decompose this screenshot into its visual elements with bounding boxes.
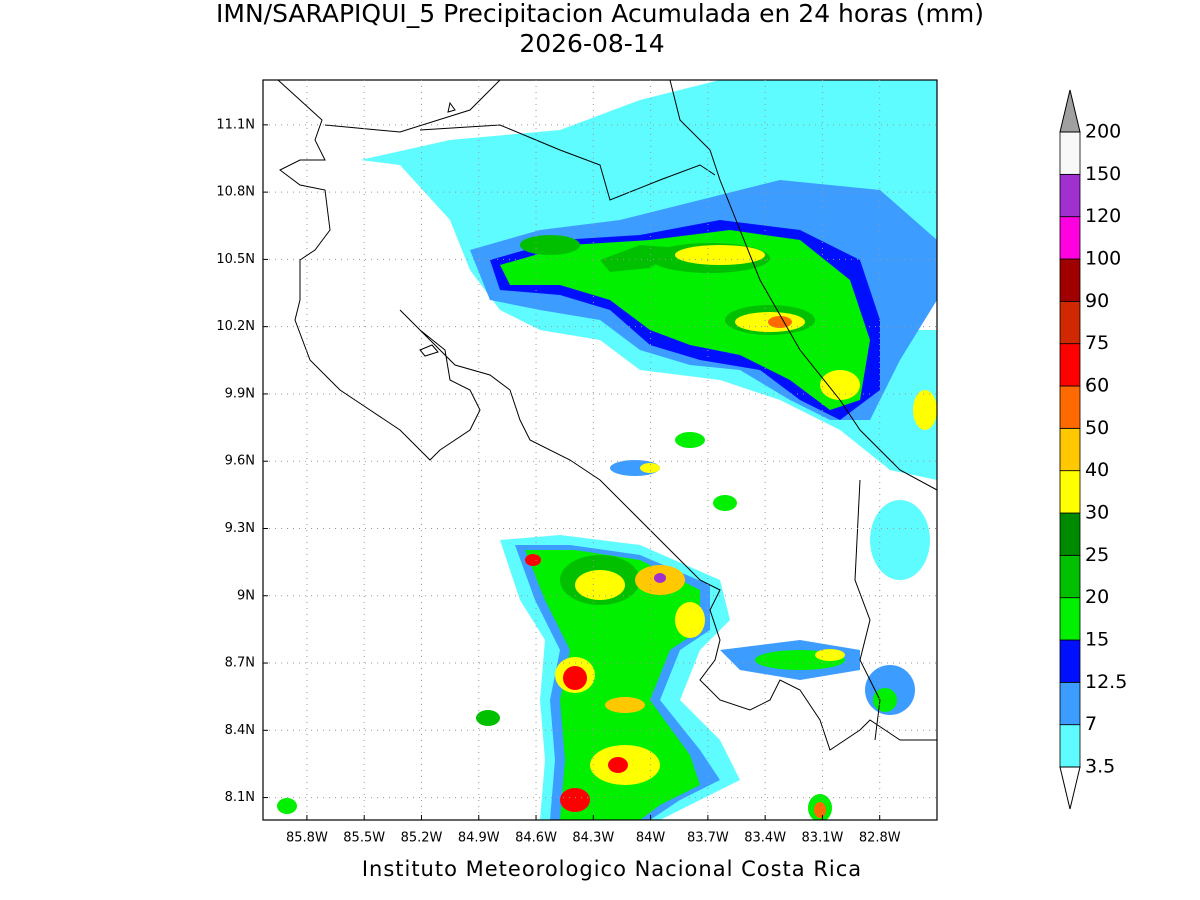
x-tick-label: 85.5W: [343, 831, 385, 846]
y-tick-label: 9.6N: [225, 454, 255, 469]
x-tick-label: 83.1W: [802, 831, 844, 846]
x-tick-label: 82.8W: [859, 831, 901, 846]
y-tick-label: 8.7N: [225, 656, 255, 671]
colorbar-segment: [1059, 300, 1081, 345]
colorbar-segment: [1059, 597, 1081, 641]
colorbar-label: 12.5: [1085, 671, 1127, 693]
colorbar-segment: [1059, 258, 1081, 302]
y-tick-label: 10.5N: [216, 252, 255, 267]
x-tick-label: 84W: [636, 831, 666, 846]
y-tick-label: 8.1N: [225, 790, 255, 805]
x-tick-label: 84.6W: [515, 831, 557, 846]
footer: Instituto Meteorologico Nacional Costa R…: [362, 857, 862, 881]
x-tick-label: 84.3W: [572, 831, 614, 846]
x-tick-label: 85.2W: [401, 831, 443, 846]
colorbar-segment: [1059, 427, 1081, 472]
colorbar-label: 25: [1085, 544, 1109, 566]
y-tick-label: 9N: [237, 588, 255, 603]
x-tick-label: 83.4W: [744, 831, 786, 846]
colorbar-label: 40: [1085, 459, 1109, 481]
colorbar-label: 200: [1085, 121, 1121, 143]
colorbar-under: [1059, 766, 1081, 810]
colorbar-label: 3.5: [1085, 756, 1115, 778]
colorbar-label: 100: [1085, 248, 1121, 270]
colorbar-segment: [1059, 131, 1081, 175]
y-tick-label: 8.4N: [225, 723, 255, 738]
colorbar-label: 75: [1085, 332, 1109, 354]
x-tick-label: 84.9W: [458, 831, 500, 846]
colorbar-segment: [1059, 512, 1081, 556]
colorbar-segment: [1059, 639, 1081, 683]
map-area: [262, 79, 938, 821]
subtitle: 2026-08-14: [519, 29, 664, 58]
x-tick-label: 83.7W: [687, 831, 729, 846]
colorbar-segment: [1059, 385, 1081, 429]
precipitation-field: [277, 80, 937, 820]
colorbar-label: 20: [1085, 586, 1109, 608]
colorbar-segment: [1059, 681, 1081, 726]
colorbar-label: 7: [1085, 713, 1097, 735]
colorbar-label: 15: [1085, 629, 1109, 651]
colorbar-label: 50: [1085, 417, 1109, 439]
colorbar-segment: [1059, 343, 1081, 387]
x-tick-label: 85.8W: [286, 831, 328, 846]
colorbar-segment: [1059, 173, 1081, 218]
y-tick-label: 10.2N: [216, 319, 255, 334]
y-tick-label: 9.3N: [225, 521, 255, 536]
y-tick-label: 10.8N: [216, 185, 255, 200]
colorbar-label: 30: [1085, 502, 1109, 524]
colorbar-segment: [1059, 470, 1081, 514]
map-frame: [262, 79, 938, 821]
colorbar-label: 90: [1085, 290, 1109, 312]
colorbar-segment: [1059, 724, 1081, 768]
y-tick-label: 9.9N: [225, 386, 255, 401]
colorbar-segment: [1059, 216, 1081, 260]
colorbar-label: 120: [1085, 205, 1121, 227]
colorbar-over: [1059, 89, 1081, 133]
colorbar-label: 150: [1085, 163, 1121, 185]
y-tick-label: 11.1N: [216, 117, 255, 132]
title: IMN/SARAPIQUI_5 Precipitacion Acumulada …: [216, 0, 984, 28]
colorbar-segment: [1059, 554, 1081, 599]
colorbar-label: 60: [1085, 375, 1109, 397]
